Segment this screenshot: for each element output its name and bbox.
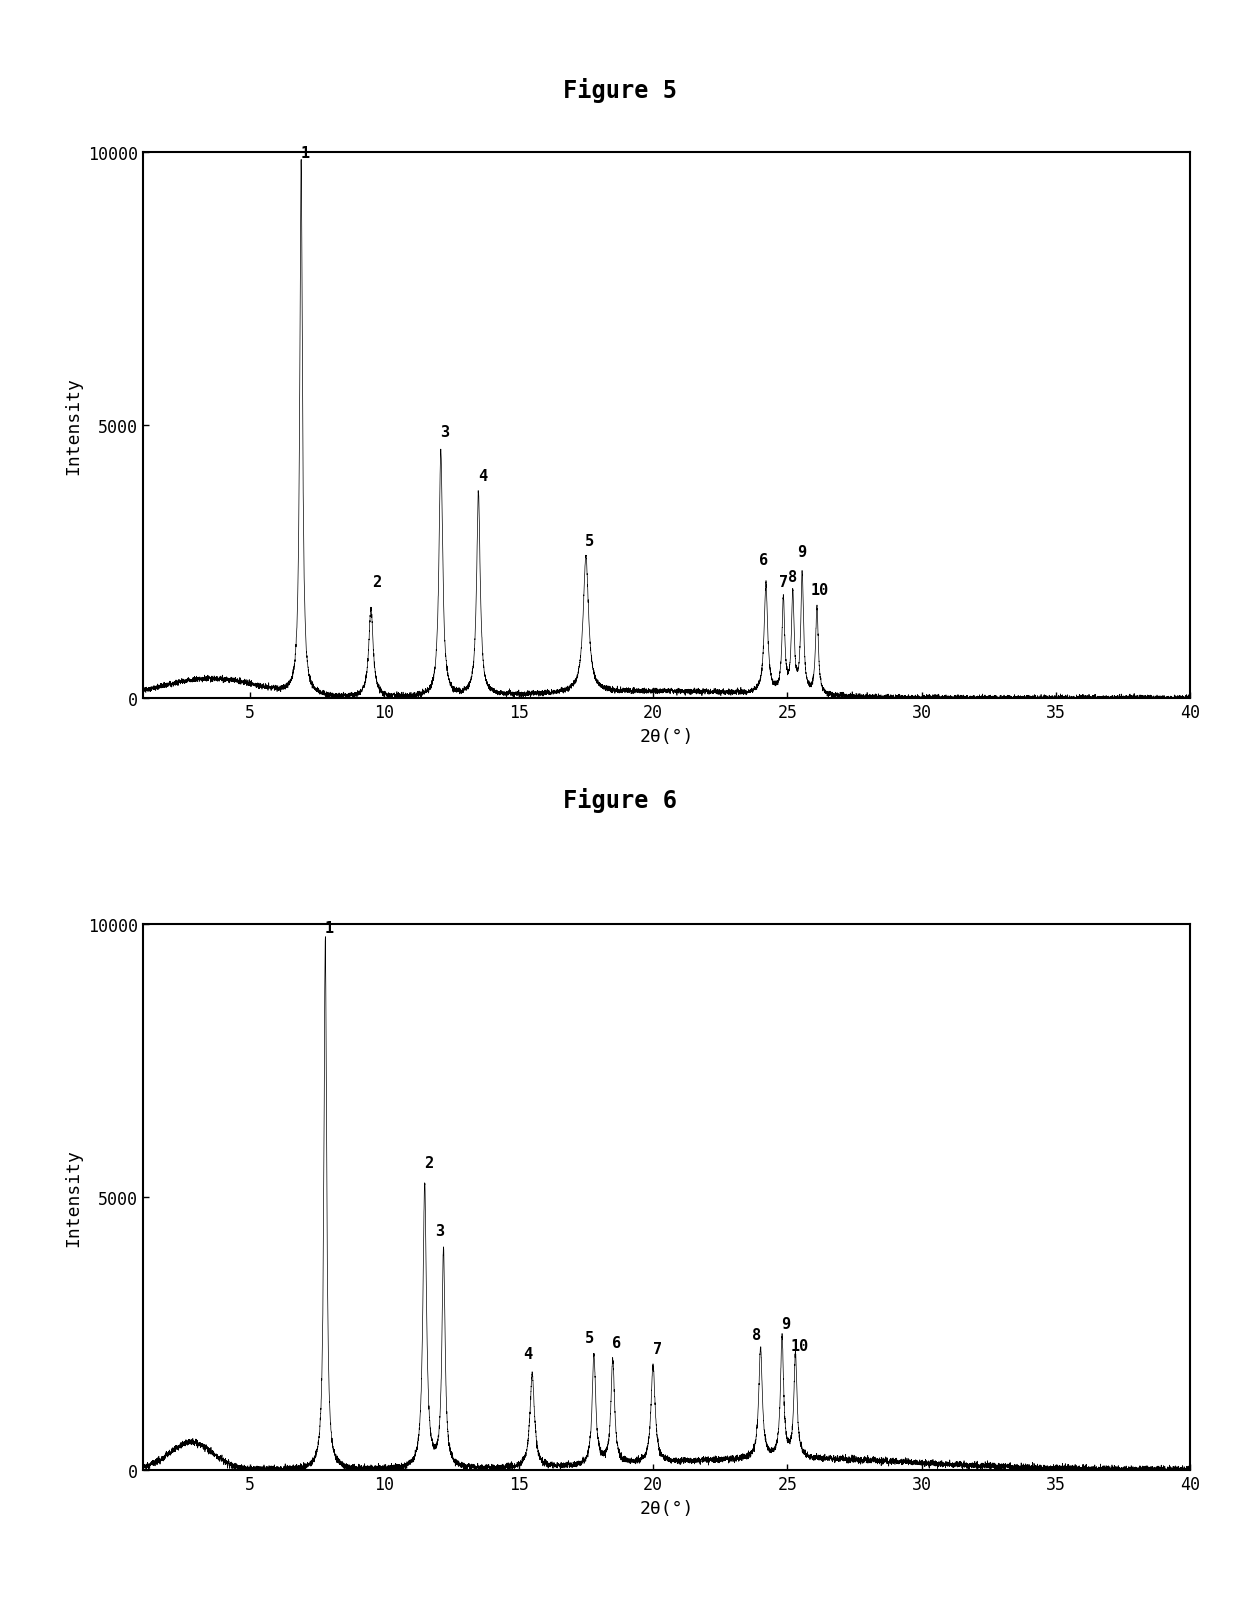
Text: 7: 7 [779,575,787,590]
Text: 4: 4 [477,468,487,484]
Text: 1: 1 [300,146,310,161]
Text: 5: 5 [585,1329,594,1345]
X-axis label: 2θ(°): 2θ(°) [640,1499,693,1517]
Text: 5: 5 [585,534,594,550]
Text: 10: 10 [811,583,828,598]
Y-axis label: Intensity: Intensity [64,378,82,474]
Text: 7: 7 [652,1340,662,1356]
Text: 2: 2 [424,1155,433,1170]
Text: 9: 9 [797,545,807,559]
Text: 3: 3 [435,1223,444,1237]
Text: 4: 4 [523,1347,533,1361]
Text: 9: 9 [781,1316,791,1331]
X-axis label: 2θ(°): 2θ(°) [640,728,693,746]
Text: 6: 6 [759,553,768,567]
Text: Figure 5: Figure 5 [563,77,677,103]
Text: 10: 10 [790,1339,808,1353]
Text: 1: 1 [325,919,334,935]
Text: 8: 8 [751,1327,761,1342]
Text: 3: 3 [440,424,449,440]
Y-axis label: Intensity: Intensity [64,1149,82,1245]
Text: 8: 8 [789,569,797,585]
Text: 2: 2 [372,575,381,590]
Text: 6: 6 [613,1335,621,1350]
Text: Figure 6: Figure 6 [563,787,677,813]
